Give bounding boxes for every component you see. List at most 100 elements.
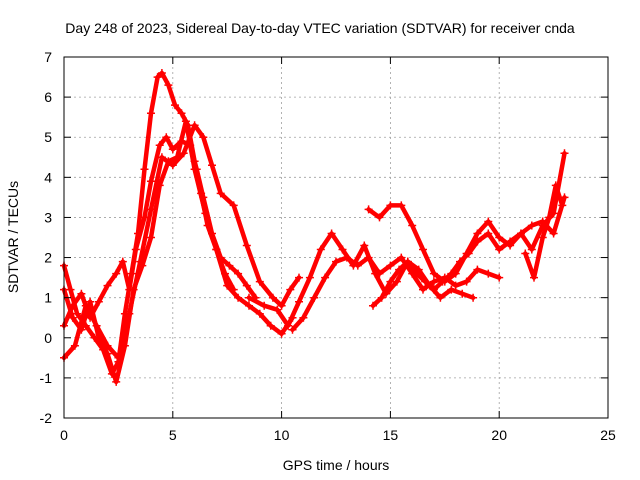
data-point-marker: [364, 253, 373, 262]
data-point-marker: [403, 257, 412, 266]
data-point-marker: [208, 161, 216, 170]
data-point-marker: [521, 249, 530, 258]
plot-frame: [63, 56, 609, 419]
y-axis-label: SDTVAR / TECUs: [5, 181, 21, 293]
data-point-marker: [153, 73, 162, 82]
data-point-marker: [277, 329, 286, 338]
data-point-marker: [216, 189, 225, 198]
data-point-marker: [299, 313, 308, 322]
data-point-marker: [212, 245, 221, 254]
data-point-marker: [179, 149, 188, 158]
data-point-marker: [190, 121, 199, 130]
y-tick-label: 2: [44, 250, 52, 266]
data-point-marker: [305, 273, 314, 282]
data-point-marker: [199, 133, 208, 142]
data-point-marker: [112, 269, 121, 278]
data-point-marker: [162, 133, 171, 142]
data-point-marker: [138, 261, 147, 270]
data-point-marker: [456, 257, 464, 266]
data-point-marker: [545, 213, 554, 222]
data-point-marker: [147, 177, 155, 186]
series-satellite-track-i: [521, 181, 567, 282]
data-point-marker: [375, 269, 384, 278]
x-tick-label: 0: [60, 427, 68, 443]
data-point-marker: [473, 237, 482, 246]
x-tick-label: 10: [274, 427, 290, 443]
data-point-marker: [177, 109, 186, 118]
data-point-marker: [438, 277, 447, 286]
data-point-marker: [395, 265, 404, 274]
data-point-marker: [234, 269, 243, 278]
data-point-marker: [181, 117, 190, 126]
data-point-marker: [495, 233, 504, 242]
data-point-marker: [338, 245, 347, 254]
data-point-marker: [288, 325, 297, 334]
y-tick-label: 3: [44, 209, 52, 225]
data-point-marker: [286, 285, 295, 294]
data-point-marker: [77, 325, 86, 334]
y-tick-label: -1: [40, 370, 53, 386]
data-point-marker: [77, 289, 86, 298]
data-point-marker: [447, 269, 456, 278]
data-point-marker: [408, 221, 417, 230]
data-point-marker: [527, 221, 536, 230]
data-point-marker: [147, 109, 155, 118]
data-point-marker: [155, 141, 164, 150]
data-point-marker: [245, 293, 253, 302]
data-point-marker: [451, 281, 460, 290]
data-point-marker: [295, 297, 303, 306]
data-point-marker: [164, 81, 173, 90]
data-point-marker: [462, 277, 471, 286]
data-point-marker: [201, 209, 210, 218]
data-point-marker: [412, 269, 421, 278]
y-tick-label: 5: [44, 129, 52, 145]
data-point-marker: [164, 157, 173, 166]
data-point-marker: [436, 293, 445, 302]
data-point-marker: [560, 149, 569, 158]
x-tick-label: 15: [383, 427, 399, 443]
data-point-marker: [129, 285, 138, 294]
data-point-marker: [157, 69, 166, 77]
data-point-marker: [558, 201, 567, 210]
data-point-marker: [421, 277, 430, 286]
data-point-marker: [229, 201, 238, 210]
data-point-marker: [469, 293, 478, 302]
data-point-marker: [68, 313, 77, 322]
data-point-marker: [295, 273, 303, 282]
series-satellite-track-h: [369, 149, 569, 310]
data-point-marker: [473, 229, 482, 238]
data-point-marker: [419, 285, 427, 294]
data-point-marker: [70, 341, 79, 350]
data-point-marker: [377, 293, 386, 302]
data-point-marker: [342, 253, 351, 262]
data-point-marker: [131, 245, 140, 254]
data-point-marker: [225, 261, 234, 270]
x-tick-label: 5: [169, 427, 177, 443]
data-point-marker: [94, 333, 103, 342]
data-point-marker: [118, 257, 127, 266]
data-point-marker: [94, 297, 103, 306]
data-point-marker: [484, 217, 493, 226]
data-point-marker: [242, 281, 251, 290]
chart-title: Day 248 of 2023, Sidereal Day-to-day VTE…: [65, 20, 575, 36]
data-point-marker: [168, 161, 177, 170]
data-point-marker: [484, 229, 493, 238]
data-point-marker: [364, 205, 373, 214]
data-point-marker: [447, 285, 456, 294]
data-point-marker: [429, 277, 438, 286]
data-point-marker: [168, 145, 177, 154]
x-axis-label: GPS time / hours: [283, 457, 390, 473]
data-point-marker: [473, 265, 482, 274]
axis-ticks: [63, 56, 609, 419]
data-point-marker: [327, 229, 336, 238]
series-satellite-track-d: [60, 117, 297, 386]
data-point-marker: [397, 201, 406, 210]
data-point-marker: [332, 257, 340, 266]
data-point-marker: [266, 321, 275, 330]
x-tick-label: 20: [491, 427, 507, 443]
data-point-marker: [120, 341, 129, 350]
data-point-marker: [419, 245, 427, 254]
data-point-marker: [223, 281, 232, 290]
